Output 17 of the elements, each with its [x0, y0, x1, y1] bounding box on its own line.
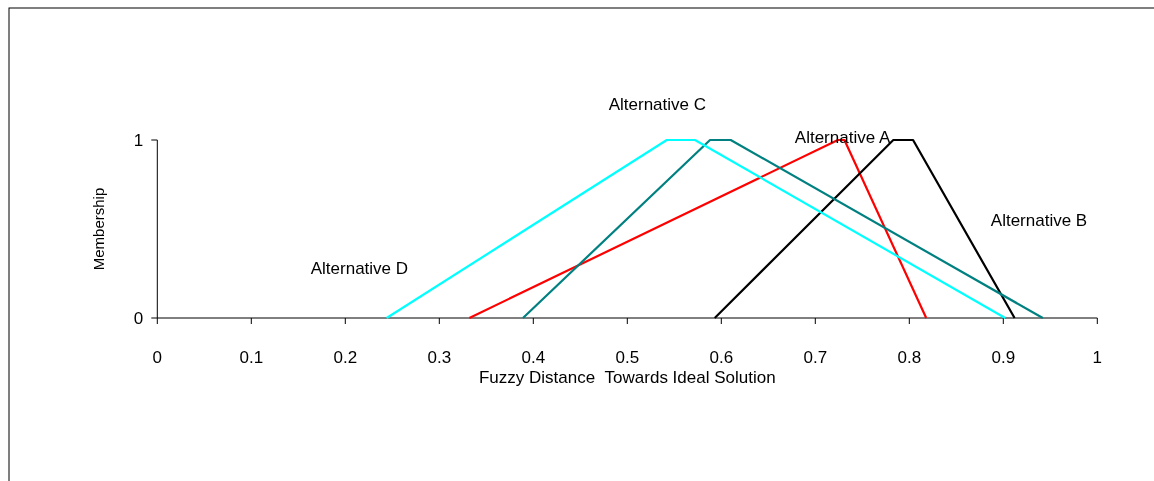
series-label: Alternative A: [794, 128, 891, 148]
x-axis-title: Fuzzy Distance Towards Ideal Solution: [478, 368, 776, 387]
x-tick-label: 0.7: [803, 348, 828, 367]
series-label: Alternative B: [990, 211, 1088, 231]
x-tick-label: 1: [1092, 348, 1103, 367]
x-tick-label: 0.5: [615, 348, 640, 367]
x-tick-label: 0.1: [239, 348, 264, 367]
x-tick-label: 0.4: [521, 348, 546, 367]
y-axis-title: Membership: [90, 187, 107, 271]
x-tick-label: 0.8: [897, 348, 922, 367]
x-tick-label: 0.6: [709, 348, 734, 367]
x-tick-label: 0.2: [333, 348, 358, 367]
x-tick-label: 0: [152, 348, 163, 367]
series-label: Alternative D: [310, 259, 409, 279]
x-tick-label: 0.9: [991, 348, 1016, 367]
series-label: Alternative C: [608, 95, 707, 115]
x-tick-label: 0.3: [427, 348, 452, 367]
